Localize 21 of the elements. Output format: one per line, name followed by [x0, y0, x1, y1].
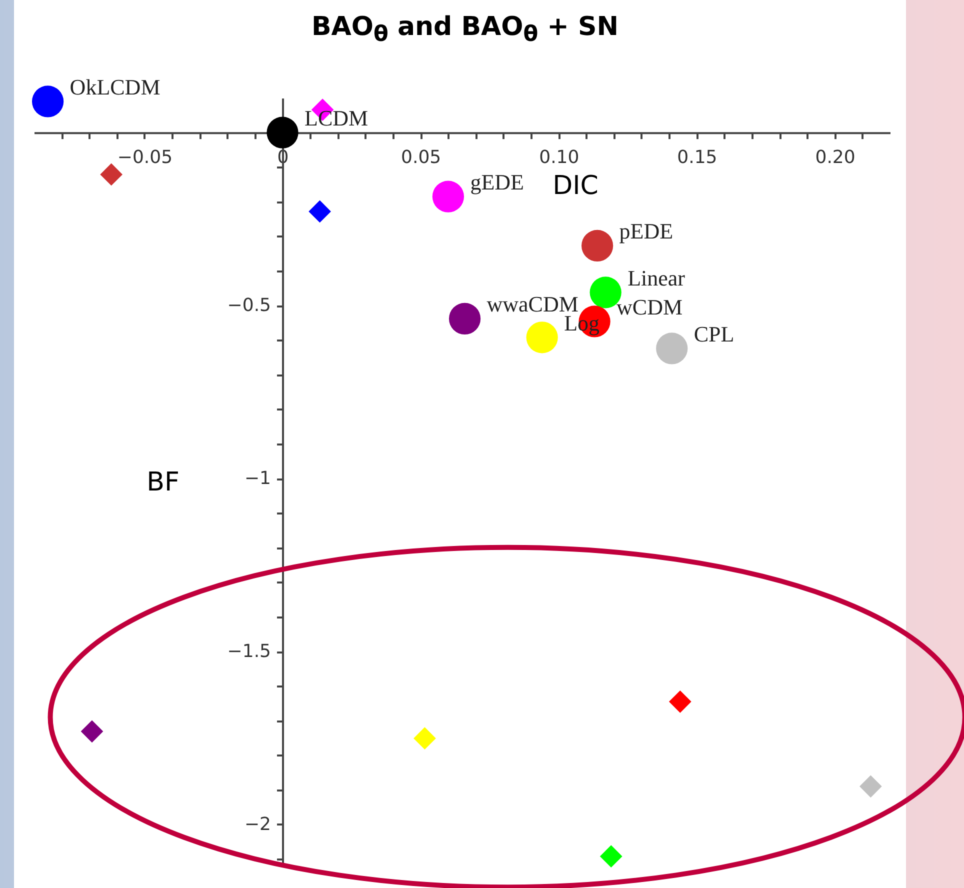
annotation: OkLCDM	[70, 74, 160, 100]
x-tick-label: 0.15	[677, 147, 718, 168]
annotation: wCDM	[616, 294, 683, 320]
annotation: LCDM	[304, 106, 368, 131]
annotation: Linear	[628, 265, 686, 290]
annotation: wwaCDM	[486, 292, 578, 317]
x-tick-label: −0.05	[117, 147, 173, 168]
y-tick-label: −1.5	[227, 641, 272, 662]
x-tick-label: 0.20	[815, 147, 856, 168]
y-axis-title: BF	[146, 468, 180, 498]
point	[266, 116, 298, 148]
y-tick-label: −1	[244, 468, 272, 490]
y-tick-label: −2	[244, 814, 272, 835]
y-tick-label: −0.5	[227, 295, 272, 316]
x-tick-label: 0.05	[401, 147, 442, 168]
annotation: pEDE	[619, 218, 674, 244]
annotation: CPL	[694, 321, 734, 346]
x-axis-title: DIC	[552, 171, 598, 202]
x-tick-label: 0.10	[539, 147, 580, 168]
annotation: gEDE	[470, 170, 524, 195]
chart-title: BAO$_{θ}$ and BAO$_{θ}$ + SN	[310, 12, 620, 48]
